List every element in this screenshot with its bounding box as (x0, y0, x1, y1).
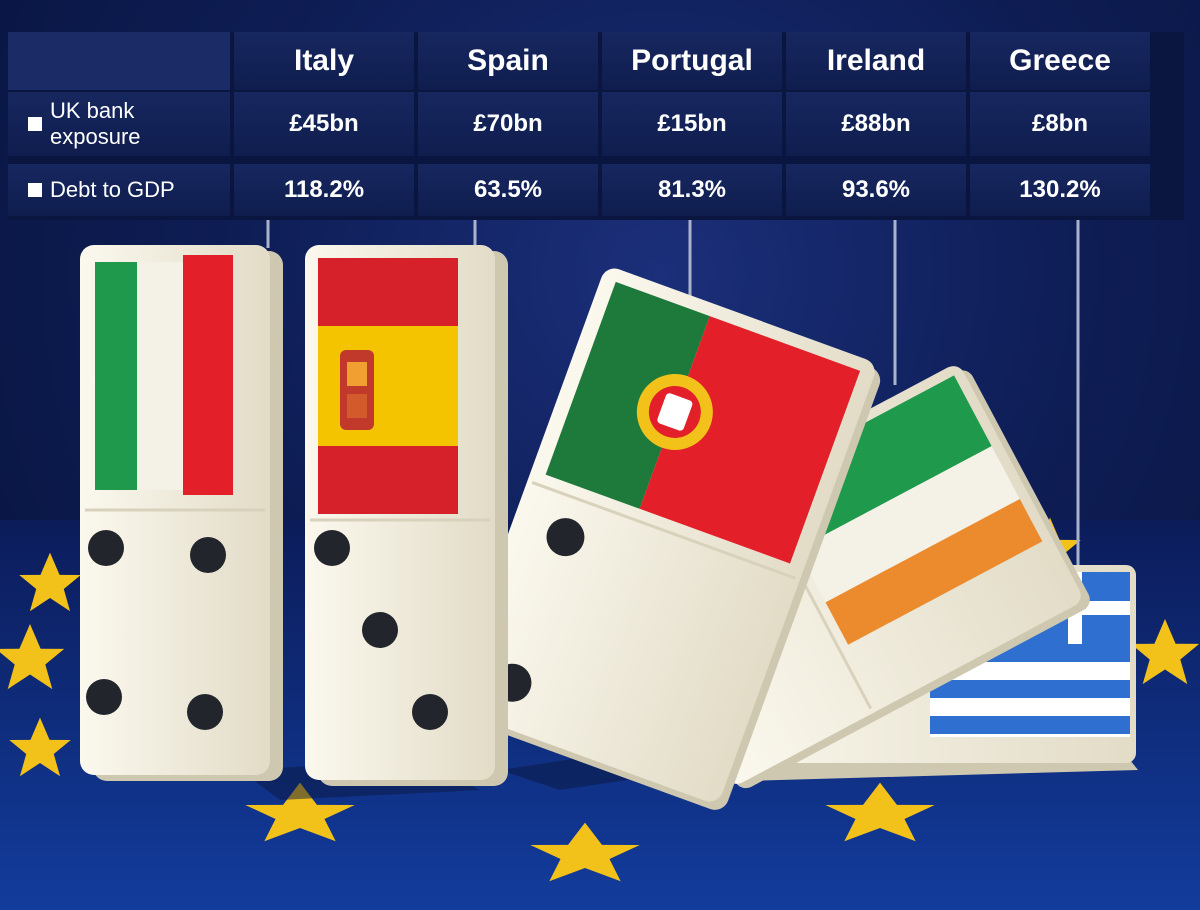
domino-pip (362, 612, 398, 648)
legend-square-icon (28, 183, 42, 197)
domino-spain (305, 245, 508, 786)
table-cell: 118.2% (234, 164, 414, 216)
table-header-row: Italy Spain Portugal Ireland Greece (8, 32, 1184, 90)
domino-pip (86, 679, 122, 715)
table-cell: £88bn (786, 92, 966, 156)
table-row: UK bank exposure £45bn £70bn £15bn £88bn… (8, 92, 1184, 156)
domino-pip (314, 530, 350, 566)
spanish-coat-of-arms-icon (340, 350, 374, 430)
country-header: Ireland (786, 32, 966, 90)
domino-pip (546, 518, 585, 557)
country-header: Spain (418, 32, 598, 90)
table-cell: £45bn (234, 92, 414, 156)
table-cell: £8bn (970, 92, 1150, 156)
country-header: Greece (970, 32, 1150, 90)
portuguese-coat-of-arms-icon (636, 373, 713, 450)
flag-portugal (545, 281, 861, 564)
domino-pip (187, 694, 223, 730)
domino-pip (190, 537, 226, 573)
table-cell: 81.3% (602, 164, 782, 216)
row-label: UK bank exposure (8, 92, 230, 156)
flag-italy (95, 255, 233, 495)
table-row: Debt to GDP 118.2% 63.5% 81.3% 93.6% 130… (8, 164, 1184, 216)
table-cell: £15bn (602, 92, 782, 156)
domino-portugal (449, 268, 881, 810)
legend-square-icon (28, 117, 42, 131)
country-header: Italy (234, 32, 414, 90)
table-cell: £70bn (418, 92, 598, 156)
row-label-text: Debt to GDP (50, 177, 175, 202)
connector-lines (266, 215, 1080, 575)
table-cell: 63.5% (418, 164, 598, 216)
header-corner (8, 32, 230, 90)
row-label: Debt to GDP (8, 164, 230, 216)
table-cell: 130.2% (970, 164, 1150, 216)
data-table: Italy Spain Portugal Ireland Greece UK b… (8, 32, 1184, 220)
flag-spain (318, 258, 458, 514)
domino-pip (412, 694, 448, 730)
country-header: Portugal (602, 32, 782, 90)
row-label-text: UK bank exposure (50, 98, 141, 149)
domino-pip (88, 530, 124, 566)
table-cell: 93.6% (786, 164, 966, 216)
domino-italy (80, 245, 283, 781)
